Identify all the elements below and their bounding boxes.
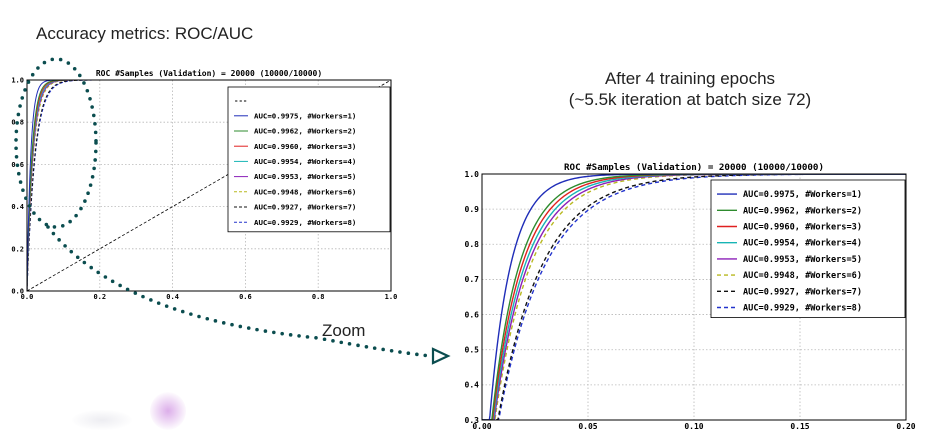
legend-label: AUC=0.9962, #Workers=2) [743,206,862,216]
decorative-glow [150,392,186,430]
legend-label: AUC=0.9927, #Workers=7) [743,287,862,297]
x-tick-label: 1.0 [385,293,398,301]
slide-title: Accuracy metrics: ROC/AUC [36,24,254,43]
x-tick-label: 0.10 [684,422,703,430]
x-tick-label: 0.00 [472,422,491,430]
roc-series-line [27,80,391,291]
roc-series-line [27,80,391,291]
legend-reference-label: --- [234,96,247,105]
legend-label: AUC=0.9962, #Workers=2) [254,127,356,136]
roc-series-line [27,80,391,291]
legend-label: AUC=0.9953, #Workers=5) [254,172,356,181]
roc-series-line [482,174,906,420]
legend-label: AUC=0.9929, #Workers=8) [254,218,356,227]
zoom-highlight-ellipse [14,57,98,229]
roc-series-line [27,80,391,291]
zoom-dotted-arrow [46,225,432,358]
legend-box [710,179,906,319]
legend-label: AUC=0.9948, #Workers=6) [743,271,862,281]
y-tick-label: 0.2 [11,245,24,253]
legend-label: AUC=0.9927, #Workers=7) [254,203,356,212]
roc-series-line [27,80,391,291]
legend-label: AUC=0.9954, #Workers=4) [743,239,862,249]
roc-series-line [482,174,906,420]
y-tick-label: 0.4 [465,381,480,390]
x-tick-label: 0.15 [790,422,809,430]
zoom-arrowhead-icon [431,347,451,365]
x-tick-label: 0.05 [578,422,597,430]
x-tick-label: 0.2 [93,293,106,301]
decorative-glow [72,410,132,430]
chart-caption: After 4 training epochs (~5.5k iteration… [520,68,860,110]
roc-series-line [27,80,391,291]
x-tick-label: 0.4 [166,293,179,301]
roc-series-line [27,80,391,291]
x-tick-label: 0.8 [312,293,325,301]
caption-line-1: After 4 training epochs [604,69,776,88]
y-tick-label: 0.5 [465,346,480,355]
y-tick-label: 0.7 [465,275,480,284]
plot-frame [26,79,392,292]
legend-label: AUC=0.9960, #Workers=3) [743,223,862,233]
legend-box [227,86,391,233]
x-tick-label: 0.20 [896,422,915,430]
y-tick-label: 1.0 [465,170,480,179]
x-tick-label: 0.0 [21,293,34,301]
legend-label: AUC=0.9954, #Workers=4) [254,157,356,166]
y-tick-label: 0.4 [11,203,24,211]
y-tick-label: 0.6 [465,310,480,319]
y-tick-label: 0.3 [465,416,480,425]
zoom-label: Zoom [322,321,366,340]
roc-series-line [482,174,906,420]
legend-label: AUC=0.9929, #Workers=8) [743,304,862,314]
x-tick-label: 0.6 [239,293,252,301]
legend-label: AUC=0.9975, #Workers=1) [254,111,356,120]
legend-label: AUC=0.9975, #Workers=1) [743,190,862,200]
y-tick-label: 0.8 [465,240,480,249]
y-tick-label: 0.9 [465,205,480,214]
legend-label: AUC=0.9948, #Workers=6) [254,187,356,196]
caption-line-2: (~5.5k iteration at batch size 72) [568,90,812,109]
chart-title: ROC #Samples (Validation) = 20000 (10000… [96,68,322,78]
y-tick-label: 1.0 [11,76,24,84]
y-tick-label: 0.0 [11,287,24,295]
legend-label: AUC=0.9953, #Workers=5) [743,255,862,265]
legend-label: AUC=0.9960, #Workers=3) [254,142,356,151]
chart-title: ROC #Samples (Validation) = 20000 (10000… [564,162,824,173]
plot-frame [481,173,907,421]
